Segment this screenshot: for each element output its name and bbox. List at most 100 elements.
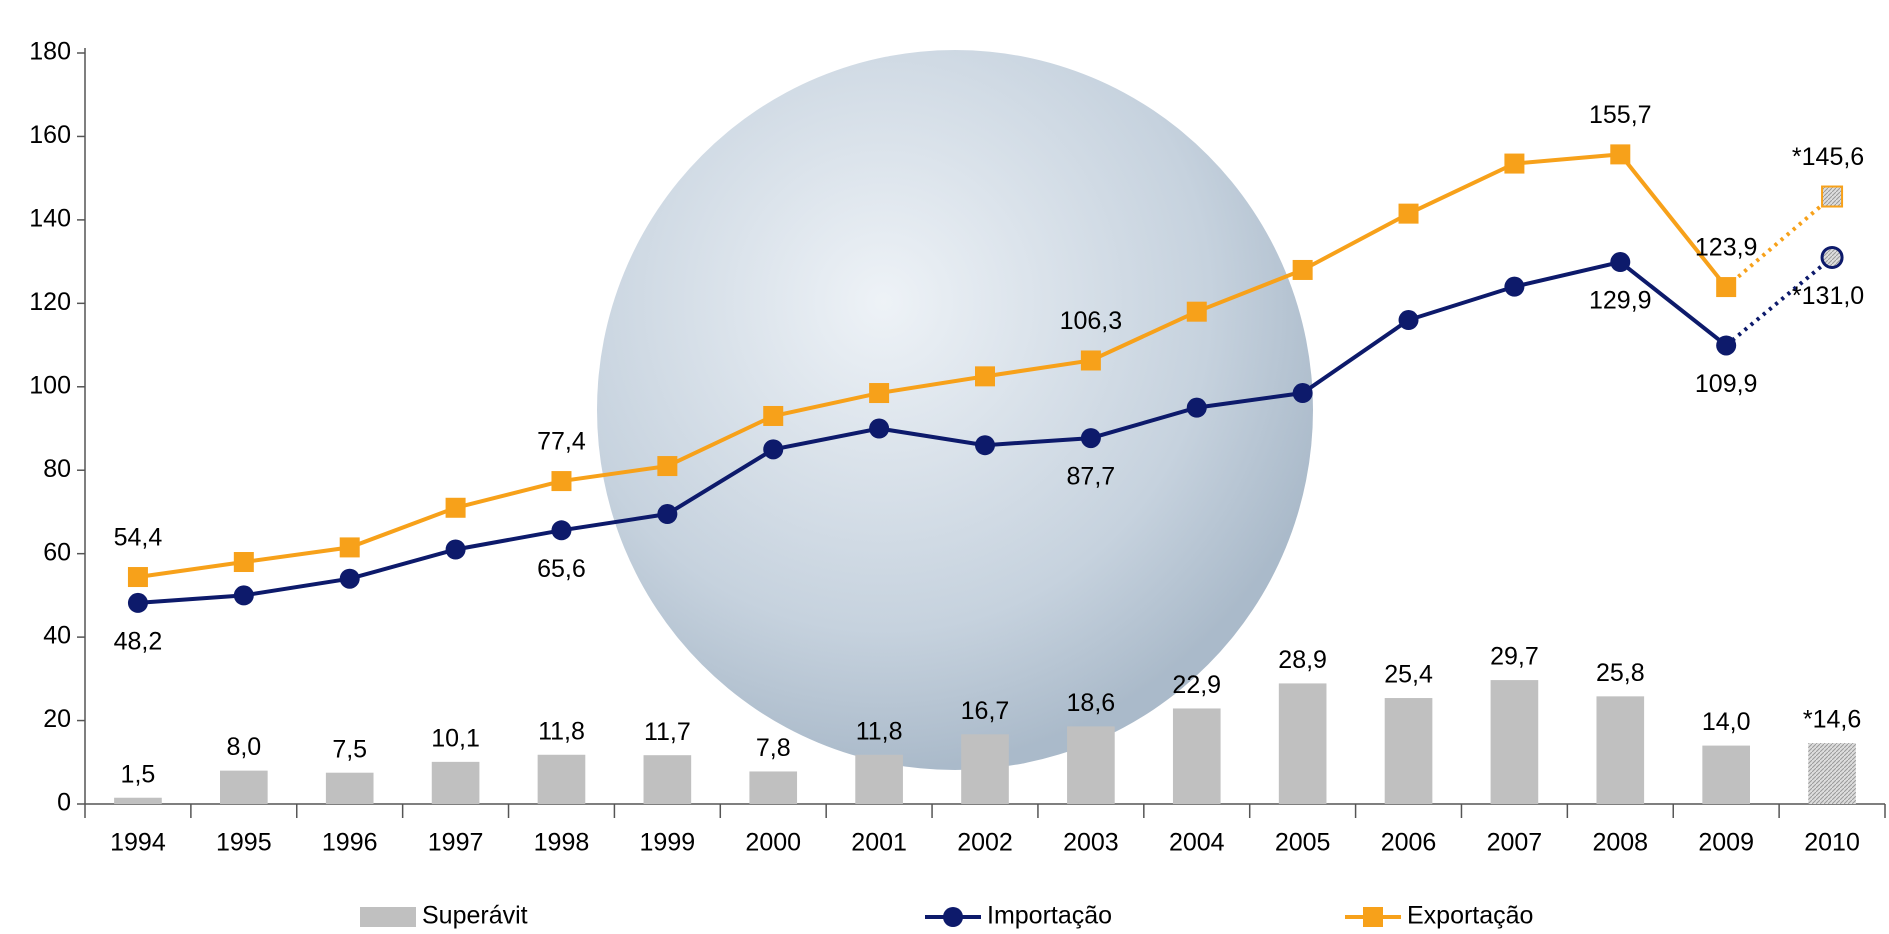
data-label: 7,8 (756, 734, 791, 762)
y-tick-label: 180 (29, 38, 71, 66)
marker (551, 471, 572, 492)
y-tick-label: 100 (29, 371, 71, 399)
bar (431, 761, 480, 804)
bar (537, 754, 586, 804)
data-label: 7,5 (332, 735, 367, 763)
bar (643, 755, 692, 804)
data-label: 14,0 (1702, 708, 1751, 736)
x-tick-label: 2008 (1592, 829, 1648, 857)
bar (1490, 680, 1539, 804)
marker (1716, 335, 1737, 356)
x-tick-label: 1998 (534, 829, 590, 857)
data-label: 77,4 (537, 428, 586, 456)
data-label: 10,1 (431, 724, 480, 752)
x-tick-label: 1999 (640, 829, 696, 857)
marker (1610, 144, 1631, 165)
plot: 0 20 40 60 80 100 120 140 160 180 1994 1995 1996 1997… (29, 38, 1886, 930)
data-label: 22,9 (1172, 671, 1221, 699)
data-label: 129,9 (1589, 287, 1652, 315)
marker (1398, 310, 1419, 331)
x-tick-label: 1996 (322, 829, 378, 857)
data-label: 28,9 (1278, 646, 1327, 674)
data-label: 106,3 (1060, 307, 1123, 335)
data-label: 87,7 (1067, 463, 1116, 491)
legend-swatch (943, 907, 963, 927)
data-label: 11,8 (856, 717, 903, 745)
marker (975, 435, 995, 456)
legend-label: Superávit (422, 902, 528, 930)
legend-label: Exportação (1407, 902, 1533, 930)
marker (1186, 301, 1207, 322)
bar (1384, 698, 1433, 804)
data-label: 109,9 (1695, 370, 1758, 398)
data-label: 25,8 (1596, 659, 1645, 687)
legend-label: Importação (987, 902, 1112, 930)
marker (763, 439, 784, 460)
marker (1080, 350, 1101, 371)
data-label: 54,4 (114, 524, 163, 552)
marker (127, 567, 148, 588)
data-label: *14,6 (1803, 706, 1861, 734)
y-tick-label: 20 (43, 705, 71, 733)
marker (1821, 185, 1844, 208)
marker (1610, 252, 1631, 273)
data-label: 65,6 (537, 555, 586, 583)
marker (975, 366, 995, 387)
bar (1702, 745, 1750, 804)
data-label: 11,7 (644, 718, 691, 746)
data-label: 18,6 (1067, 689, 1116, 717)
bar (114, 797, 162, 804)
marker (445, 497, 466, 518)
x-tick-label: 2001 (851, 829, 907, 857)
x-tick-label: 2009 (1698, 829, 1754, 857)
bar (1172, 708, 1221, 804)
marker (1504, 153, 1525, 174)
y-tick-label: 80 (43, 455, 71, 483)
x-tick-label: 2006 (1381, 829, 1437, 857)
y-tick-label: 160 (29, 121, 71, 149)
y-tick-label: 40 (43, 622, 71, 650)
data-label: 123,9 (1695, 234, 1758, 262)
data-label: 25,4 (1384, 661, 1433, 689)
bar (1278, 683, 1327, 804)
x-tick-label: 1995 (216, 829, 272, 857)
marker (233, 552, 254, 573)
bar (220, 770, 268, 804)
line (137, 259, 1728, 605)
x-tick-label: 2002 (957, 829, 1013, 857)
x-tick-label: 1994 (110, 829, 166, 857)
x-tick-label: 1997 (428, 829, 484, 857)
data-label: 155,7 (1589, 101, 1652, 129)
marker (1292, 259, 1313, 280)
data-label: *145,6 (1792, 143, 1864, 171)
globe-decoration (597, 50, 1313, 770)
data-label: 16,7 (961, 697, 1010, 725)
bar (325, 772, 374, 804)
data-label: 29,7 (1490, 643, 1539, 671)
bar (1808, 743, 1856, 804)
x-tick-label: 2005 (1275, 829, 1331, 857)
x-tick-label: 2004 (1169, 829, 1225, 857)
x-tick-label: 2000 (745, 829, 801, 857)
bar (1596, 696, 1645, 804)
x-tick-label: 2007 (1487, 829, 1543, 857)
data-label: 11,8 (538, 717, 585, 745)
marker (1292, 383, 1313, 404)
marker (1186, 397, 1207, 418)
marker (445, 539, 466, 560)
marker (1080, 428, 1101, 449)
marker (869, 383, 890, 404)
marker (1716, 277, 1737, 298)
bar (1067, 726, 1115, 804)
data-label: 8,0 (226, 733, 261, 761)
legend-swatch (1363, 907, 1383, 927)
marker (1820, 245, 1844, 269)
line (137, 152, 1728, 580)
marker (551, 520, 572, 541)
y-tick-label: 0 (57, 789, 71, 817)
x-tick-label: 2010 (1804, 829, 1860, 857)
projected-line (1724, 255, 1834, 348)
marker (657, 504, 678, 525)
marker (339, 568, 360, 589)
